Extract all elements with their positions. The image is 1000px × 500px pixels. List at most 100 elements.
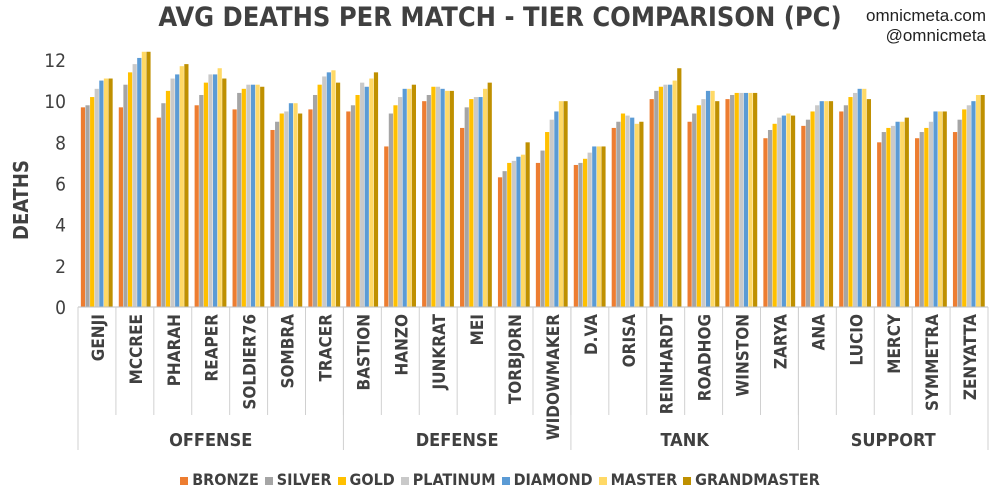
bar [426, 94, 431, 308]
bar [663, 84, 668, 307]
bar [411, 84, 416, 307]
bar [971, 101, 976, 307]
x-tick-label: TORBJORN [506, 314, 526, 404]
bar [123, 84, 128, 307]
bar [763, 138, 768, 307]
bar [502, 171, 507, 307]
bar [199, 94, 204, 308]
bar [658, 86, 664, 307]
bar [772, 123, 777, 307]
bar [213, 74, 218, 307]
bar [592, 146, 597, 307]
x-tick-label: REAPER [203, 314, 223, 382]
bar [578, 162, 583, 307]
bar [620, 113, 626, 308]
bar [725, 99, 730, 307]
bar [639, 121, 644, 307]
bar [384, 146, 389, 307]
bar [781, 115, 786, 307]
legend-label: PLATINUM [412, 470, 496, 489]
bar [545, 132, 550, 307]
bar [108, 78, 113, 307]
bar [322, 76, 327, 307]
bar [103, 78, 109, 307]
bar [440, 88, 445, 307]
bar [558, 101, 564, 307]
bar [364, 86, 369, 307]
bar [790, 115, 796, 307]
x-tick-label: TRACER [316, 314, 336, 382]
bar [165, 90, 171, 308]
bar [687, 121, 692, 307]
bar [250, 84, 256, 307]
bar [886, 127, 891, 308]
bar [137, 57, 142, 307]
bar [90, 97, 95, 307]
bar [616, 121, 621, 307]
bar [369, 78, 374, 307]
bar [141, 51, 146, 307]
x-tick-label: LUCIO [847, 314, 867, 365]
bar [815, 105, 820, 307]
bar [767, 129, 773, 307]
x-tick-label: ZENYATTA [961, 314, 981, 400]
bar [161, 103, 166, 307]
bar [843, 105, 848, 307]
bar [360, 82, 365, 307]
bar [511, 160, 516, 307]
bar [596, 146, 601, 307]
group-label: OFFENSE [169, 430, 252, 451]
bar [895, 121, 900, 307]
bar [743, 92, 749, 308]
bar [786, 113, 791, 308]
bar [630, 117, 635, 307]
bar [346, 111, 351, 308]
bar [407, 88, 412, 307]
bar [260, 86, 265, 307]
legend-swatch [598, 476, 607, 485]
bar [701, 99, 706, 307]
bar [146, 51, 151, 307]
x-tick-label: ROADHOG [696, 314, 716, 401]
legend-item: PLATINUM [400, 470, 496, 489]
bar [877, 142, 882, 307]
bar [938, 111, 943, 308]
bar [222, 78, 227, 307]
bar [857, 88, 862, 307]
bar [805, 119, 811, 307]
bar [203, 82, 209, 307]
bar [473, 97, 479, 307]
bar [393, 105, 398, 307]
bar-chart-plot: 0 2 4 6 8 10 12 GENJI MCCREE PHARAH REAPER SOLDIER7… [44, 50, 989, 451]
bar [611, 127, 616, 308]
bar [625, 115, 630, 307]
x-tick-label: WIDOWMAKER [544, 314, 564, 441]
bar [478, 97, 483, 307]
x-tick-label: MCCREE [127, 314, 147, 384]
legend-swatch [337, 476, 346, 485]
legend-item: BRONZE [180, 470, 259, 489]
credit-handle: @omnicmeta [885, 26, 986, 45]
bar [549, 119, 554, 307]
bar [801, 125, 806, 308]
bar [516, 156, 521, 307]
bar [672, 80, 677, 307]
bar [848, 97, 853, 307]
bar [634, 123, 639, 307]
bar [388, 113, 393, 308]
legend-item: GRANDMASTER [683, 470, 820, 489]
group-label: TANK [661, 430, 711, 451]
bar [753, 92, 758, 308]
y-tick-label: 4 [55, 215, 66, 237]
x-tick-label: GENJI [89, 314, 109, 361]
bar [957, 119, 962, 307]
bar [275, 121, 280, 307]
bar [535, 162, 541, 307]
legend-label: BRONZE [192, 470, 259, 489]
bar [810, 111, 815, 308]
group-label: SUPPORT [851, 430, 936, 451]
bar [232, 109, 237, 308]
bar [246, 84, 251, 307]
bar [208, 74, 213, 307]
bar [677, 68, 682, 307]
